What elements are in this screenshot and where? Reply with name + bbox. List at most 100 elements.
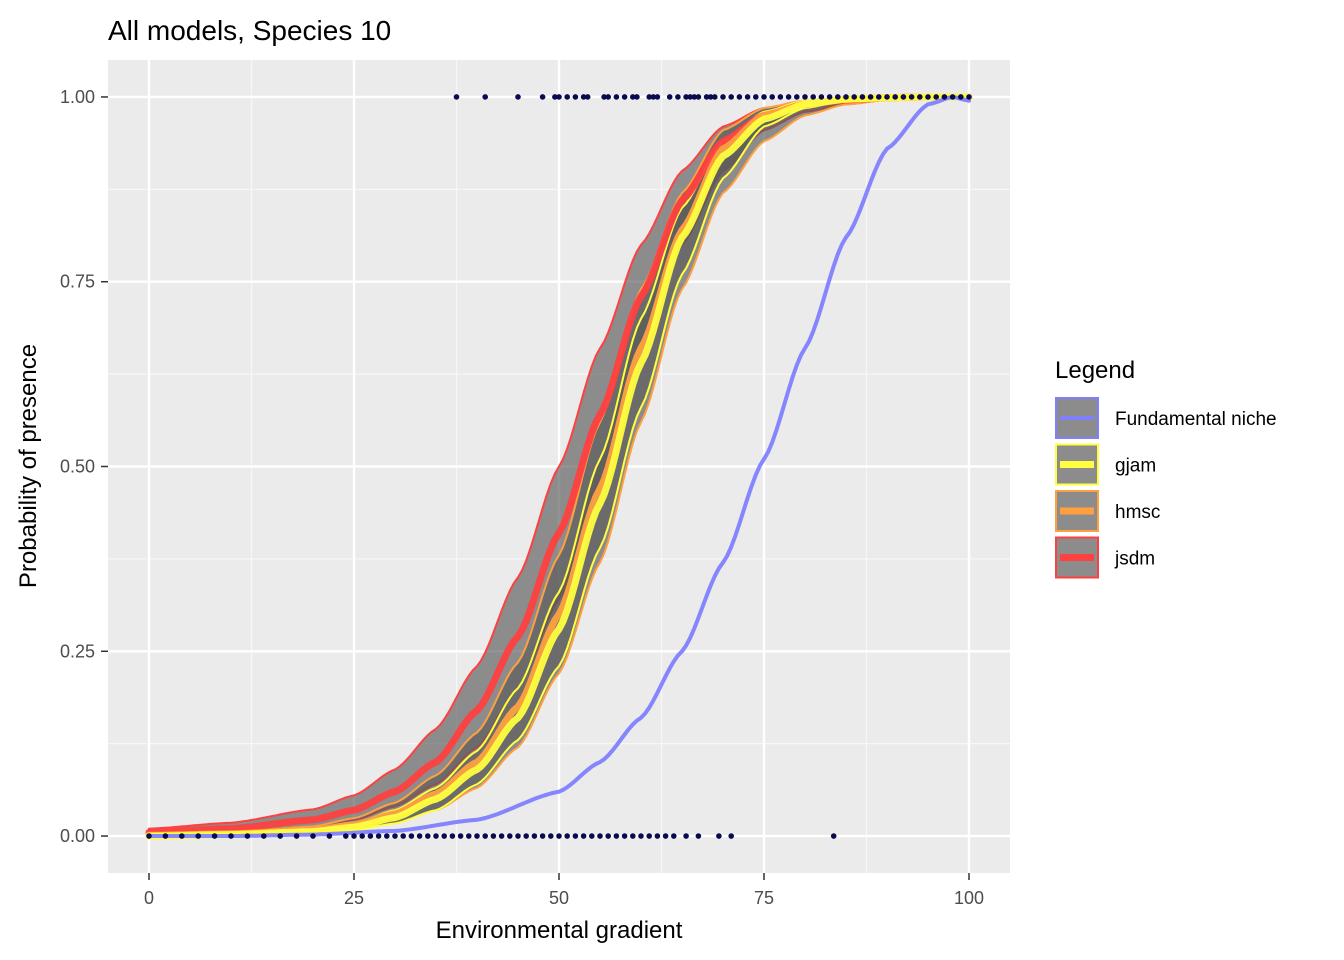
absence-point [597,833,603,839]
presence-point [650,94,657,100]
absence-point [293,833,300,839]
legend: Legend Fundamental niche gjam hmsc jsdm [1055,357,1277,579]
line-fundamental-niche [147,95,971,838]
presence-point [744,94,751,100]
absence-point [441,833,448,839]
y-axis: 0.00 0.25 0.50 0.75 1.00 [60,87,108,846]
presence-point [720,94,726,100]
absence-point [572,833,579,839]
absence-point [716,833,722,839]
line-gjam [145,93,973,840]
presence-point [605,94,611,100]
presence-point [810,94,816,100]
absence-point [343,833,349,839]
presence-point [908,94,915,100]
absence-point [310,833,316,839]
legend-item: gjam [1055,443,1156,486]
presence-point [826,94,833,100]
absence-point [277,833,284,839]
presence-point [712,94,718,100]
presence-point [851,94,857,100]
legend-item: hmsc [1055,490,1160,532]
absence-point [392,833,398,839]
absence-point [589,833,595,839]
absence-point [580,833,587,839]
presence-point [634,94,640,100]
absence-point [367,833,374,839]
presence-point [482,94,489,100]
presence-point [556,94,562,100]
presence-point [785,94,792,100]
presence-point [601,94,607,100]
presence-point [900,94,907,100]
presence-point [736,94,743,100]
presence-point [958,94,964,100]
absence-point [146,833,152,839]
presence-point [933,94,939,100]
legend-item: Fundamental niche [1055,397,1277,439]
absence-point [630,833,636,839]
absence-point [515,833,521,839]
absence-point [662,833,669,839]
absence-point [375,833,382,839]
absence-point [564,833,570,839]
series-lines [145,93,973,840]
observation-points [146,94,972,839]
absence-point [482,833,489,839]
presence-point [769,94,775,100]
absence-point [261,833,267,839]
legend-label: gjam [1115,456,1156,477]
presence-point [552,94,558,100]
presence-point [646,94,652,100]
presence-point [630,94,636,100]
legend-title: Legend [1055,357,1135,384]
absence-point [449,833,456,839]
absence-point [425,833,431,839]
x-tick-label: 0 [144,888,154,908]
presence-point [966,94,972,100]
presence-point [753,94,759,100]
presence-point [761,94,767,100]
y-tick-label: 0.75 [60,272,95,292]
presence-point [683,94,689,100]
presence-point [843,94,849,100]
absence-point [490,833,497,839]
presence-point [572,94,579,100]
presence-point [580,94,587,100]
presence-point [876,94,882,100]
presence-point [925,94,931,100]
presence-point [695,94,702,100]
absence-point [683,833,689,839]
absence-point [474,833,480,839]
absence-point [416,833,423,839]
absence-point [179,833,185,839]
presence-point [728,94,734,100]
presence-point [884,94,890,100]
legend-label: jsdm [1114,549,1155,570]
absence-point [359,833,366,839]
absence-point [613,833,620,839]
presence-point [621,94,628,100]
y-tick-label: 1.00 [60,87,95,107]
x-tick-label: 25 [344,888,364,908]
presence-point [777,94,784,100]
presence-point [654,94,661,100]
presence-point [949,94,956,100]
presence-point [835,94,841,100]
absence-point [351,833,357,839]
absence-point [531,833,538,839]
presence-point [539,94,546,100]
x-tick-label: 50 [549,888,569,908]
legend-item: jsdm [1055,536,1155,579]
absence-point [728,833,734,839]
presence-point [613,94,620,100]
legend-label: Fundamental niche [1115,409,1277,430]
absence-point [408,833,415,839]
absence-point [671,833,677,839]
absence-point [539,833,546,839]
absence-point [195,833,201,839]
absence-point [621,833,628,839]
x-tick-label: 75 [754,888,774,908]
absence-point [638,833,644,839]
presence-point [867,94,874,100]
